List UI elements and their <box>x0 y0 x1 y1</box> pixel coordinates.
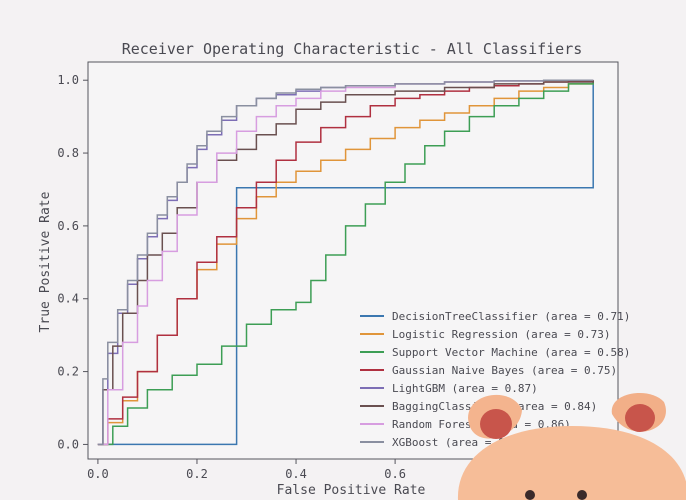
legend-label: Logistic Regression (area = 0.73) <box>392 328 611 341</box>
legend-label: LightGBM (area = 0.87) <box>392 382 538 395</box>
x-tick-label: 0.2 <box>186 467 208 481</box>
x-tick-label: 0.6 <box>384 467 406 481</box>
legend-label: DecisionTreeClassifier (area = 0.71) <box>392 310 630 323</box>
roc-curve-line <box>97 80 594 446</box>
y-tick-label: 0.2 <box>57 365 79 379</box>
bear-ear-inner-right <box>625 404 655 432</box>
bear-head <box>457 426 686 500</box>
teddy-bear-sticker <box>457 392 686 500</box>
y-tick-label: 1.0 <box>57 73 79 87</box>
x-tick-label: 0.0 <box>87 467 109 481</box>
y-tick-label: 0.8 <box>57 146 79 160</box>
x-tick-label: 0.4 <box>285 467 307 481</box>
legend-label: Support Vector Machine (area = 0.58) <box>392 346 630 359</box>
x-axis-label: False Positive Rate <box>277 483 426 498</box>
y-tick-label: 0.0 <box>57 437 79 451</box>
bear-eye-right <box>577 490 587 500</box>
bear-eye-left <box>525 490 535 500</box>
legend-label: Gaussian Naive Bayes (area = 0.75) <box>392 364 617 377</box>
roc-curve-line <box>97 79 594 446</box>
roc-curves <box>97 79 594 446</box>
roc-curve-line <box>97 80 594 446</box>
y-tick-label: 0.4 <box>57 292 79 306</box>
axis-ticks: 0.0 0.2 0.4 0.6 0.0 0.2 0.4 0.6 0.8 1.0 <box>57 73 594 481</box>
y-tick-label: 0.6 <box>57 219 79 233</box>
bear-ear-inner-left <box>480 409 512 439</box>
y-axis-label: True Positive Rate <box>38 191 53 332</box>
chart-title: Receiver Operating Characteristic - All … <box>122 40 583 58</box>
roc-curve-line <box>97 80 594 446</box>
